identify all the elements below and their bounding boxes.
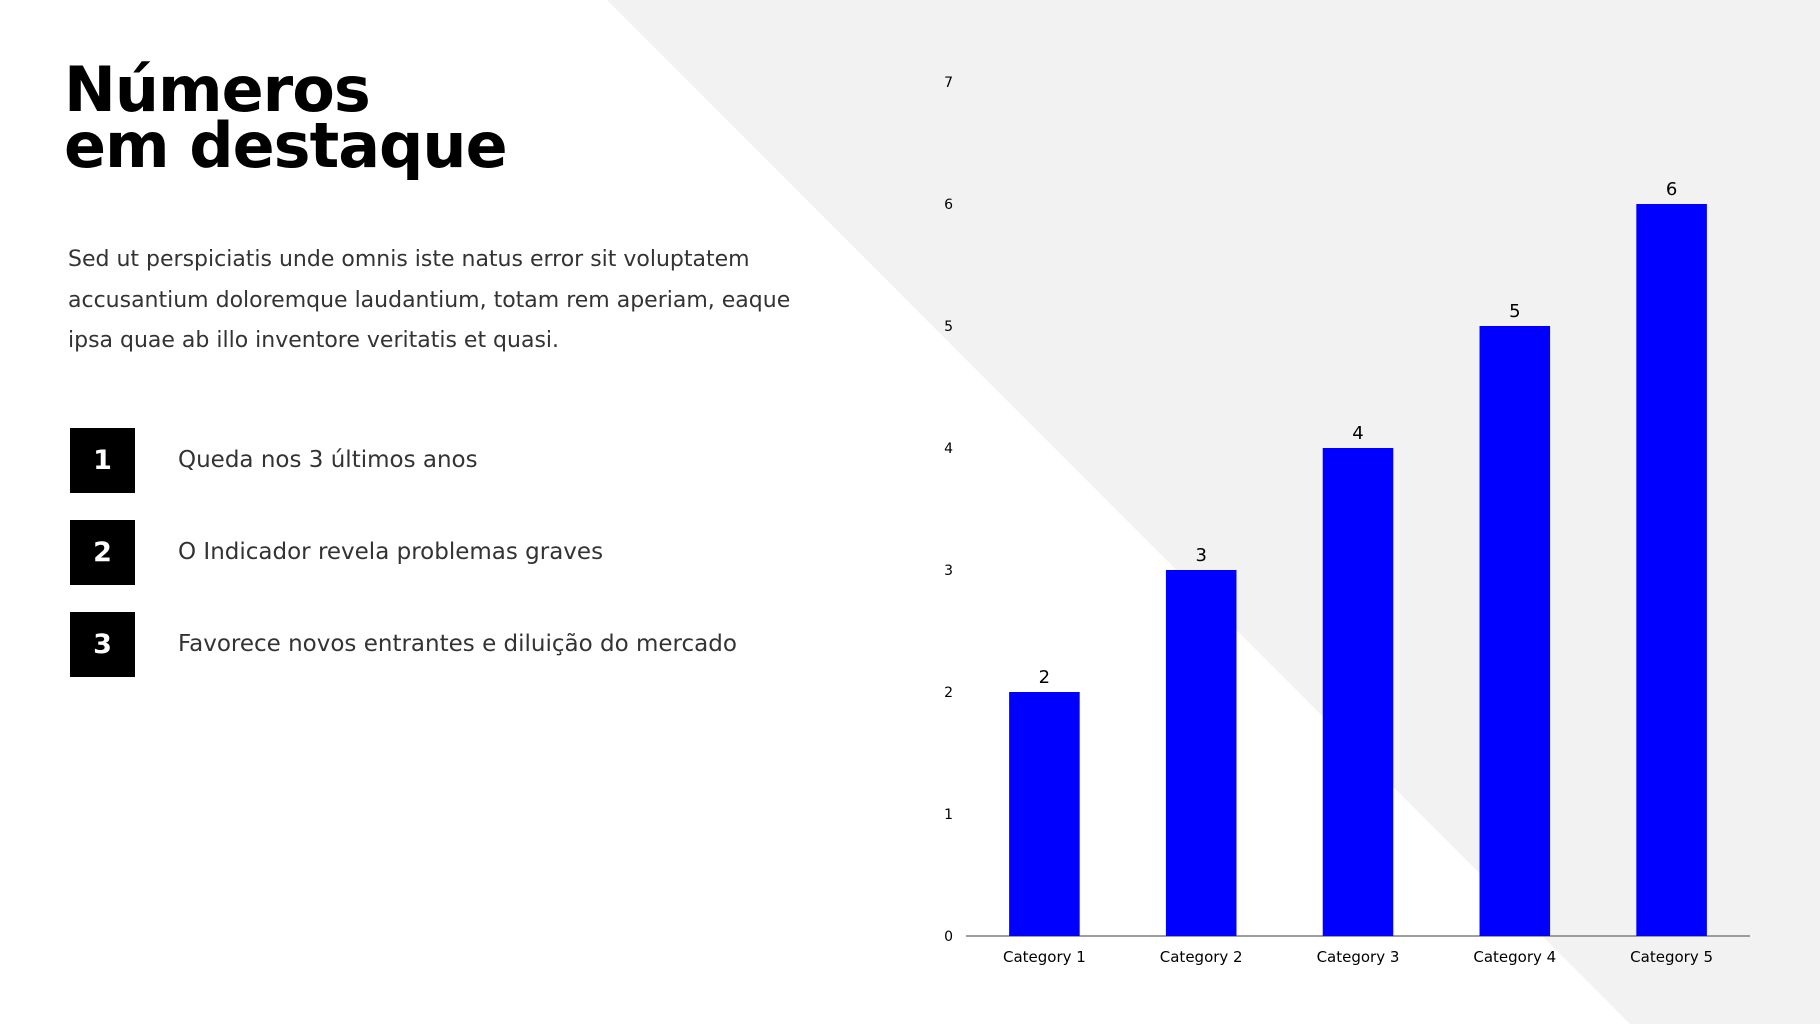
- list-number-badge: 1: [70, 428, 135, 493]
- y-tick-label: 6: [944, 197, 953, 213]
- x-tick-label: Category 2: [1160, 948, 1243, 966]
- x-tick-label: Category 5: [1630, 948, 1713, 966]
- bar-value-label: 6: [1666, 179, 1677, 200]
- x-tick-label: Category 3: [1317, 948, 1400, 966]
- bar: [1479, 326, 1551, 936]
- page-title-line-2: em destaque: [64, 109, 508, 182]
- x-tick-label: Category 4: [1473, 948, 1556, 966]
- y-tick-label: 0: [944, 929, 953, 945]
- y-tick-label: 1: [944, 807, 953, 823]
- bar: [1165, 570, 1237, 936]
- list-number-badge: 2: [70, 520, 135, 585]
- x-tick-label: Category 1: [1003, 948, 1086, 966]
- bar-value-label: 5: [1509, 301, 1520, 322]
- bar-value-label: 3: [1195, 545, 1206, 566]
- y-tick-label: 4: [944, 441, 953, 457]
- page-title: Números em destaque: [64, 53, 508, 182]
- bar-chart: 0 1 2 3 4 5 6 7 2 Category 1 3 Category 2 4 Category …: [944, 75, 1750, 966]
- bar-value-label: 4: [1352, 423, 1363, 444]
- bar: [1636, 204, 1707, 936]
- y-tick-label: 5: [944, 319, 953, 335]
- list-item: 1 Queda nos 3 últimos anos: [70, 428, 790, 520]
- y-tick-label: 7: [944, 75, 953, 91]
- y-tick-label: 2: [944, 685, 953, 701]
- list-item: 2 O Indicador revela problemas graves: [70, 520, 790, 612]
- list-item-text: O Indicador revela problemas graves: [178, 539, 604, 565]
- bar: [1322, 448, 1394, 936]
- y-tick-label: 3: [944, 563, 953, 579]
- bar: [1009, 692, 1080, 936]
- list-item: 3 Favorece novos entrantes e diluição do…: [70, 612, 790, 704]
- list-number-badge: 3: [70, 612, 135, 677]
- list-item-text: Favorece novos entrantes e diluição do m…: [178, 631, 737, 657]
- bar-value-label: 2: [1039, 667, 1050, 688]
- intro-paragraph: Sed ut perspiciatis unde omnis iste natu…: [68, 247, 791, 353]
- list-item-text: Queda nos 3 últimos anos: [178, 447, 478, 473]
- highlight-list: 1 Queda nos 3 últimos anos 2 O Indicador…: [70, 428, 790, 704]
- page-title-line-1: Números: [64, 53, 371, 126]
